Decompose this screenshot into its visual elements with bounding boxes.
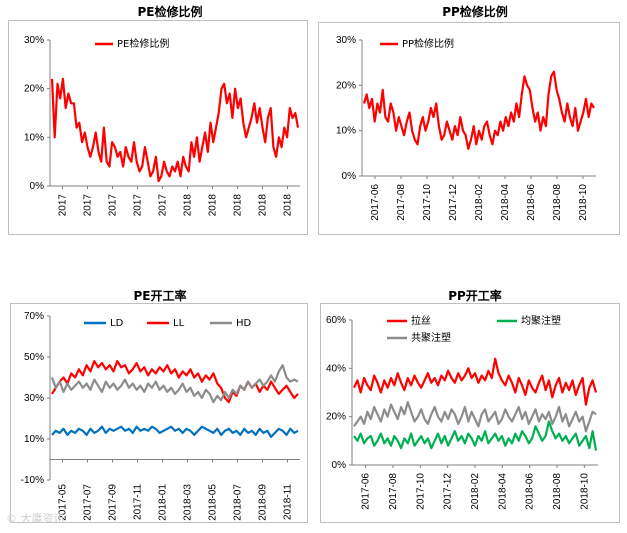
x-tick-label: 2018-06 [526,184,537,221]
x-tick-label: 2018-08 [552,184,563,221]
chart-title-pp-maint: PP检修比例 [442,5,508,19]
x-tick-label: 2018 [258,194,269,217]
x-tick-label: 2017 [158,194,169,217]
chart-title-pe-maint: PE检修比例 [137,5,203,19]
x-tick-label: 2018-11 [283,484,294,520]
legend-label: LL [173,318,185,329]
legend-label: 共聚注塑 [411,331,451,344]
series-line-2 [51,360,299,404]
y-tick-label: 10% [24,132,44,143]
x-tick-label: 2017-07 [83,484,94,521]
legend-label: HD [236,318,252,329]
x-tick-label: 2018-10 [578,184,589,221]
series-line-3 [50,364,299,404]
legend-label: PP检修比例 [402,37,454,50]
x-tick-label: 2017-05 [58,484,69,521]
x-tick-label: 2017-08 [388,473,399,510]
legend-label: PE检修比例 [117,37,169,50]
series-line-1 [353,357,598,406]
x-tick-label: 2017-08 [396,184,407,221]
x-tick-label: 2018-04 [497,473,508,510]
y-tick-label: 20% [24,84,44,95]
x-tick-label: 2017-09 [108,484,119,521]
x-tick-label: 2018-06 [525,473,536,510]
x-tick-label: 2018-02 [474,184,485,221]
x-tick-label: 2017-12 [443,473,454,510]
y-tick-label: 0% [332,460,347,471]
x-tick-label: 2017-06 [370,184,381,221]
x-tick-label: 2017-10 [415,473,426,510]
watermark: © 大鹰资讯 [6,512,65,525]
x-tick-label: 2018 [208,194,219,217]
x-tick-label: 2017-06 [361,473,372,510]
y-tick-label: 0% [30,181,45,192]
y-tick-label: 0% [342,171,357,182]
chart-title-pp-oper: PP开工率 [448,289,502,303]
y-tick-label: 70% [24,311,44,322]
chart-frame-pe-oper [10,303,308,523]
x-tick-label: 2017-12 [448,184,459,221]
x-tick-label: 2018-03 [183,484,194,521]
chart-frame-pp-oper [320,303,620,523]
y-tick-label: 50% [24,352,44,363]
y-tick-label: 20% [326,412,346,423]
x-tick-label: 2018-08 [552,473,563,510]
legend-label: 均聚注塑 [521,314,561,327]
series-line-2 [353,420,598,451]
y-tick-label: 30% [24,35,44,46]
x-tick-label: 2018-10 [579,473,590,510]
y-tick-label: 20% [336,80,356,91]
legend-label: LD [110,318,124,329]
x-tick-label: 2018-02 [470,473,481,510]
x-tick-label: 2017 [83,194,94,217]
x-tick-label: 2018 [233,194,244,217]
x-tick-label: 2018 [183,194,194,217]
legend-label: 拉丝 [411,314,431,327]
y-tick-label: 60% [326,315,346,326]
y-tick-label: -10% [21,475,44,486]
series-line-1 [50,77,300,183]
y-tick-label: 10% [336,126,356,137]
chart-frame-pe-maint [8,20,308,235]
x-tick-label: 2018-01 [158,484,169,521]
y-tick-label: 40% [326,363,346,374]
chart-title-pe-oper: PE开工率 [133,289,187,303]
series-line-3 [353,401,597,433]
x-tick-label: 2017 [58,194,69,217]
x-tick-label: 2017-10 [422,184,433,221]
x-tick-label: 2018-05 [208,484,219,521]
chart-frame-pp-maint [318,22,620,235]
x-tick-label: 2017 [108,194,119,217]
series-line-1 [51,425,299,438]
x-tick-label: 2017-11 [133,484,144,520]
x-tick-label: 2018-04 [500,184,511,221]
x-tick-label: 2017 [133,194,144,217]
x-tick-label: 2018-07 [233,484,244,521]
y-tick-label: 30% [24,393,44,404]
y-tick-label: 30% [336,35,356,46]
y-tick-label: 10% [24,434,44,445]
x-tick-label: 2018 [283,194,294,217]
x-tick-label: 2018-09 [258,484,269,521]
series-line-1 [362,70,595,150]
